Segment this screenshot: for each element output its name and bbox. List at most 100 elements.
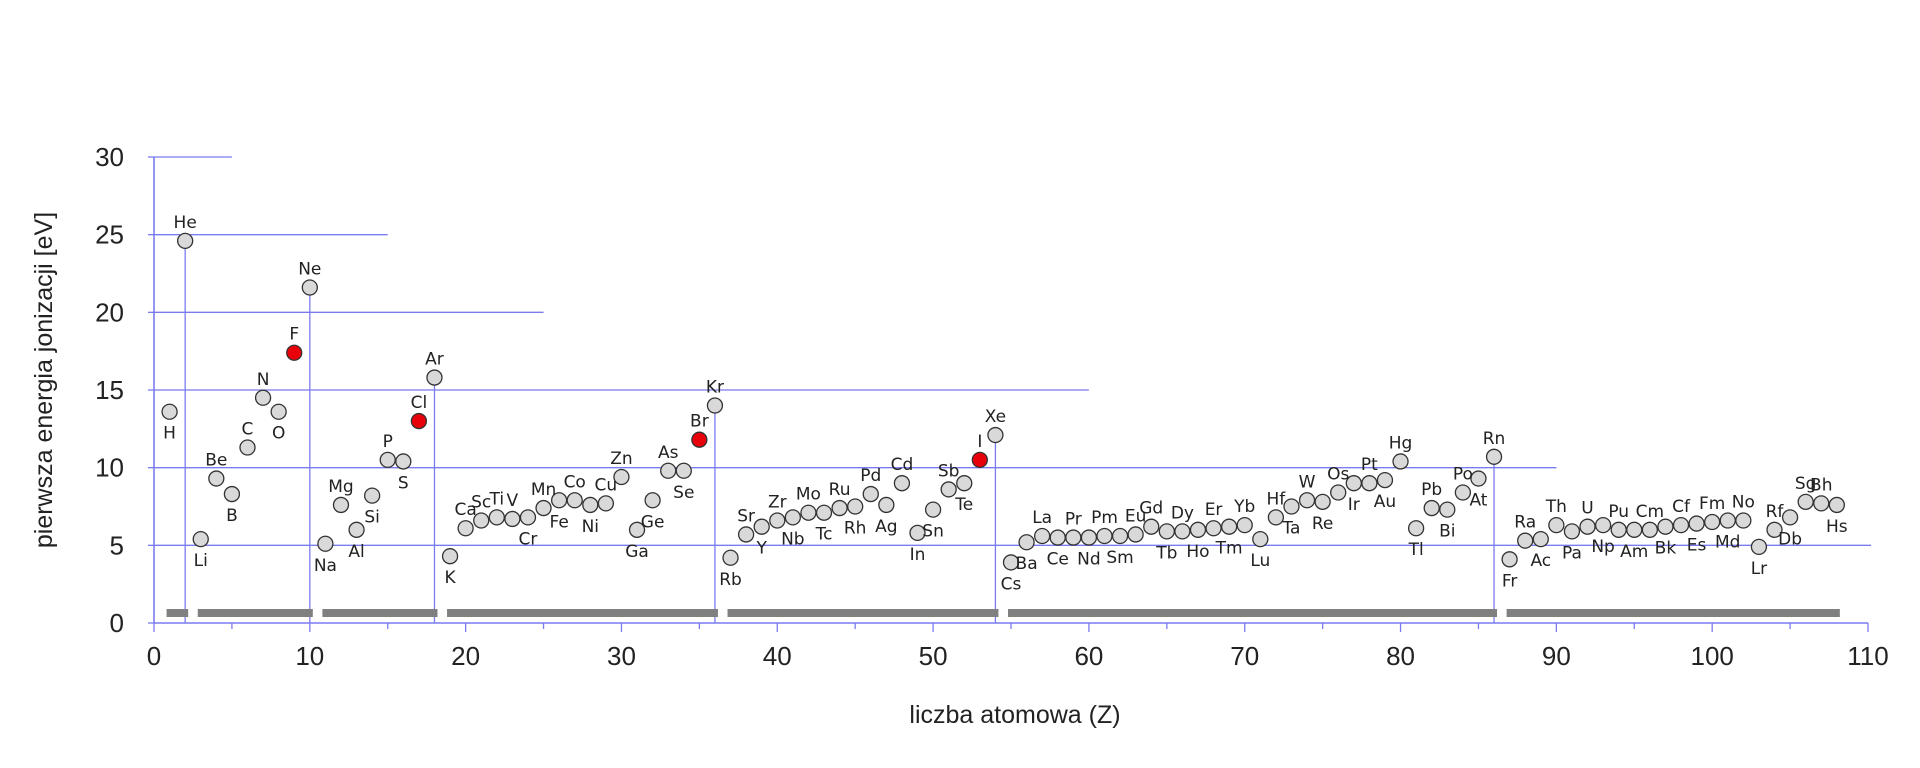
- label-Pd: Pd: [860, 466, 881, 486]
- point-Rb: [722, 549, 739, 566]
- point-Al: [348, 521, 365, 538]
- period-bar-4: [447, 609, 718, 617]
- point-U: [1579, 518, 1596, 535]
- point-Nb: [784, 509, 802, 526]
- label-Am: Am: [1620, 542, 1648, 562]
- label-Ra: Ra: [1514, 513, 1536, 533]
- y-tick-label: 20: [95, 297, 124, 327]
- point-Ho: [1189, 521, 1207, 538]
- period-bar-1: [166, 609, 189, 617]
- label-Mo: Mo: [796, 485, 821, 505]
- point-C: [239, 439, 256, 456]
- point-Bh: [1813, 495, 1830, 512]
- label-Fr: Fr: [1502, 571, 1518, 591]
- label-Th: Th: [1545, 497, 1567, 517]
- label-Ni: Ni: [582, 517, 599, 537]
- label-Eu: Eu: [1125, 506, 1147, 526]
- y-tick-label: 0: [110, 608, 124, 638]
- x-tick-label: 80: [1386, 641, 1415, 671]
- label-Md: Md: [1715, 532, 1740, 552]
- label-Sm: Sm: [1106, 548, 1133, 568]
- label-Cu: Cu: [595, 475, 618, 495]
- point-At: [1470, 470, 1487, 487]
- label-Ag: Ag: [875, 517, 897, 537]
- point-Tc: [815, 504, 833, 521]
- point-Es: [1688, 515, 1705, 532]
- point-Lr: [1750, 538, 1768, 556]
- label-At: At: [1469, 491, 1487, 511]
- point-Np: [1594, 516, 1612, 534]
- x-tick-label: 110: [1847, 641, 1888, 671]
- label-Co: Co: [564, 472, 586, 492]
- point-Zr: [769, 512, 786, 529]
- label-B: B: [226, 506, 238, 526]
- label-Pt: Pt: [1361, 455, 1378, 475]
- label-C: C: [242, 419, 254, 439]
- y-tick-label: 5: [110, 530, 124, 560]
- period-bar-3: [322, 609, 438, 617]
- label-K: K: [444, 568, 456, 588]
- label-Ca: Ca: [454, 500, 476, 520]
- point-Sn: [924, 501, 942, 518]
- point-Am: [1626, 521, 1643, 538]
- label-Fm: Fm: [1699, 494, 1725, 514]
- point-Ru: [831, 499, 848, 517]
- label-Pm: Pm: [1091, 508, 1118, 528]
- label-Er: Er: [1205, 500, 1223, 520]
- point-Rf: [1766, 521, 1783, 538]
- point-Li: [192, 530, 209, 548]
- label-Cd: Cd: [891, 455, 914, 475]
- point-Yb: [1236, 516, 1253, 534]
- label-Np: Np: [1591, 537, 1615, 557]
- label-Xe: Xe: [985, 407, 1006, 427]
- label-Cl: Cl: [411, 393, 428, 413]
- data-points: [161, 232, 1845, 571]
- label-F: F: [289, 325, 299, 345]
- label-Tb: Tb: [1155, 543, 1177, 563]
- label-Y: Y: [755, 539, 767, 559]
- point-Sm: [1111, 527, 1129, 545]
- label-V: V: [507, 491, 519, 511]
- label-Cs: Cs: [1001, 574, 1022, 594]
- x-tick-label: 100: [1690, 641, 1733, 671]
- period-bar-2: [197, 609, 313, 617]
- point-Mg: [332, 496, 350, 514]
- point-Te: [956, 475, 973, 492]
- label-Hf: Hf: [1267, 489, 1287, 509]
- point-Rh: [847, 498, 864, 515]
- point-Md: [1719, 512, 1736, 529]
- point-Cm: [1641, 521, 1659, 538]
- point-Pt: [1361, 475, 1378, 492]
- point-Cl: [410, 412, 428, 430]
- point-Bk: [1657, 518, 1674, 535]
- label-Pr: Pr: [1065, 510, 1082, 530]
- label-Cf: Cf: [1672, 497, 1691, 517]
- label-Sr: Sr: [737, 506, 755, 526]
- label-Li: Li: [194, 551, 208, 571]
- label-Ru: Ru: [829, 480, 851, 500]
- point-Ce: [1049, 529, 1066, 546]
- point-Ta: [1283, 498, 1300, 515]
- label-Nd: Nd: [1077, 550, 1101, 570]
- point-P: [379, 451, 396, 469]
- label-Pb: Pb: [1421, 480, 1442, 500]
- label-Mn: Mn: [531, 480, 556, 500]
- point-As: [660, 462, 677, 479]
- point-I: [971, 451, 988, 469]
- point-Sr: [737, 526, 755, 543]
- point-La: [1034, 527, 1051, 545]
- point-Se: [675, 462, 692, 479]
- point-Po: [1454, 484, 1472, 501]
- axes: 0 10 20 30 40 50 60 70 80 90 100 110 0 5 10 15 20 25 30: [95, 142, 1889, 671]
- point-Cf: [1672, 516, 1690, 534]
- point-Si: [363, 487, 381, 504]
- point-Pm: [1096, 527, 1113, 545]
- label-Fe: Fe: [549, 512, 568, 532]
- point-Hs: [1828, 496, 1845, 514]
- point-Be: [208, 470, 225, 487]
- point-Sb: [940, 481, 957, 498]
- point-Tl: [1407, 520, 1425, 537]
- label-Ta: Ta: [1281, 519, 1300, 539]
